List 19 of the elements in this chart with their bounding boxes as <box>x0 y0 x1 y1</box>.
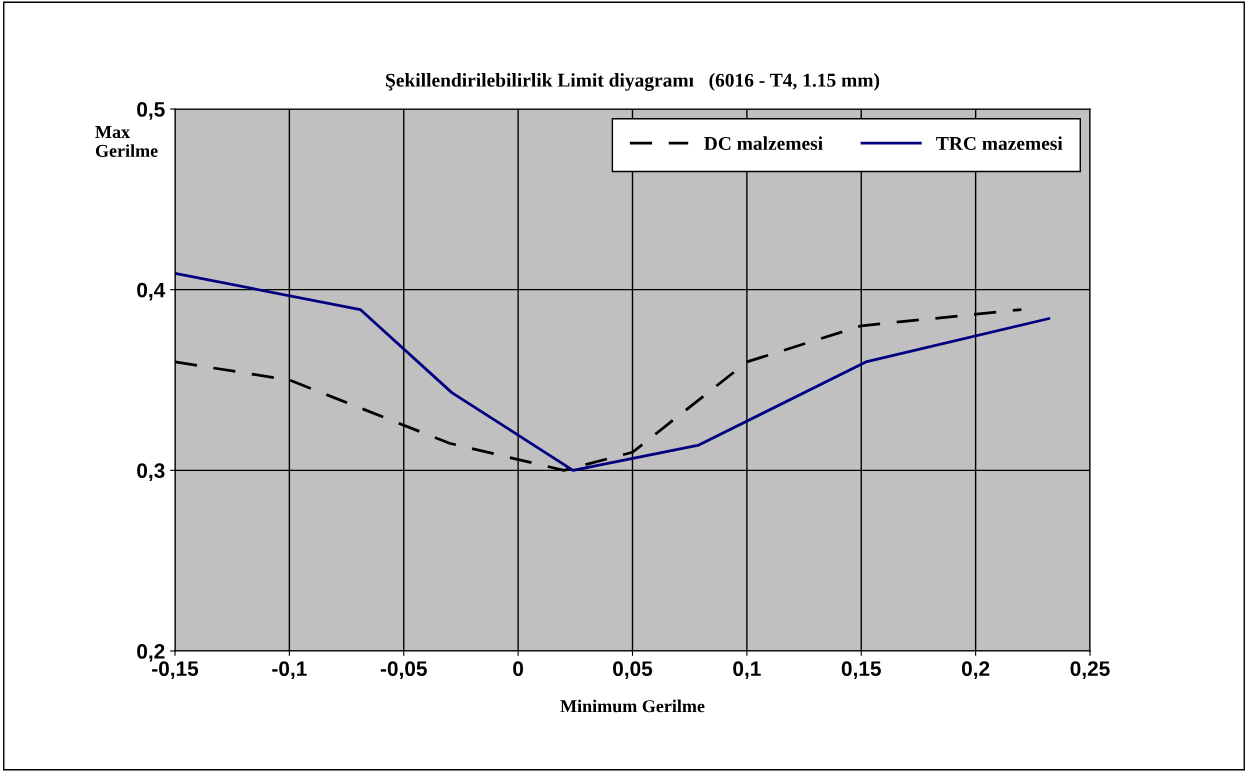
y-axis-title: Max Gerilme <box>95 126 158 157</box>
legend-label: DC malzemesi <box>704 136 823 151</box>
x-tick-label: 0,05 <box>613 661 653 680</box>
y-tick-label: 0,2 <box>137 644 165 662</box>
x-tick-label: -0,15 <box>152 661 199 680</box>
x-tick-label: 0,2 <box>961 661 990 680</box>
x-axis-title: Minimum Gerilme <box>560 699 705 713</box>
x-tick-label: 0,15 <box>841 661 881 680</box>
x-tick-label: 0,25 <box>1070 661 1110 680</box>
y-tick-label: 0,5 <box>137 102 165 120</box>
chart-title: Şekillendirilebilirlik Limit diyagramı (6016 - T4, 1.15 mm) <box>386 73 880 91</box>
line-series <box>175 272 1051 472</box>
y-tick-label: 0,3 <box>137 463 165 482</box>
legend-label: TRC mazemesi <box>936 136 1063 151</box>
y-tick-label: 0,4 <box>137 282 166 301</box>
x-tick-label: 0 <box>513 661 524 677</box>
x-tick-label: -0,1 <box>272 661 307 680</box>
x-tick-label: -0,05 <box>380 661 427 680</box>
x-tick-label: 0,1 <box>733 661 761 680</box>
